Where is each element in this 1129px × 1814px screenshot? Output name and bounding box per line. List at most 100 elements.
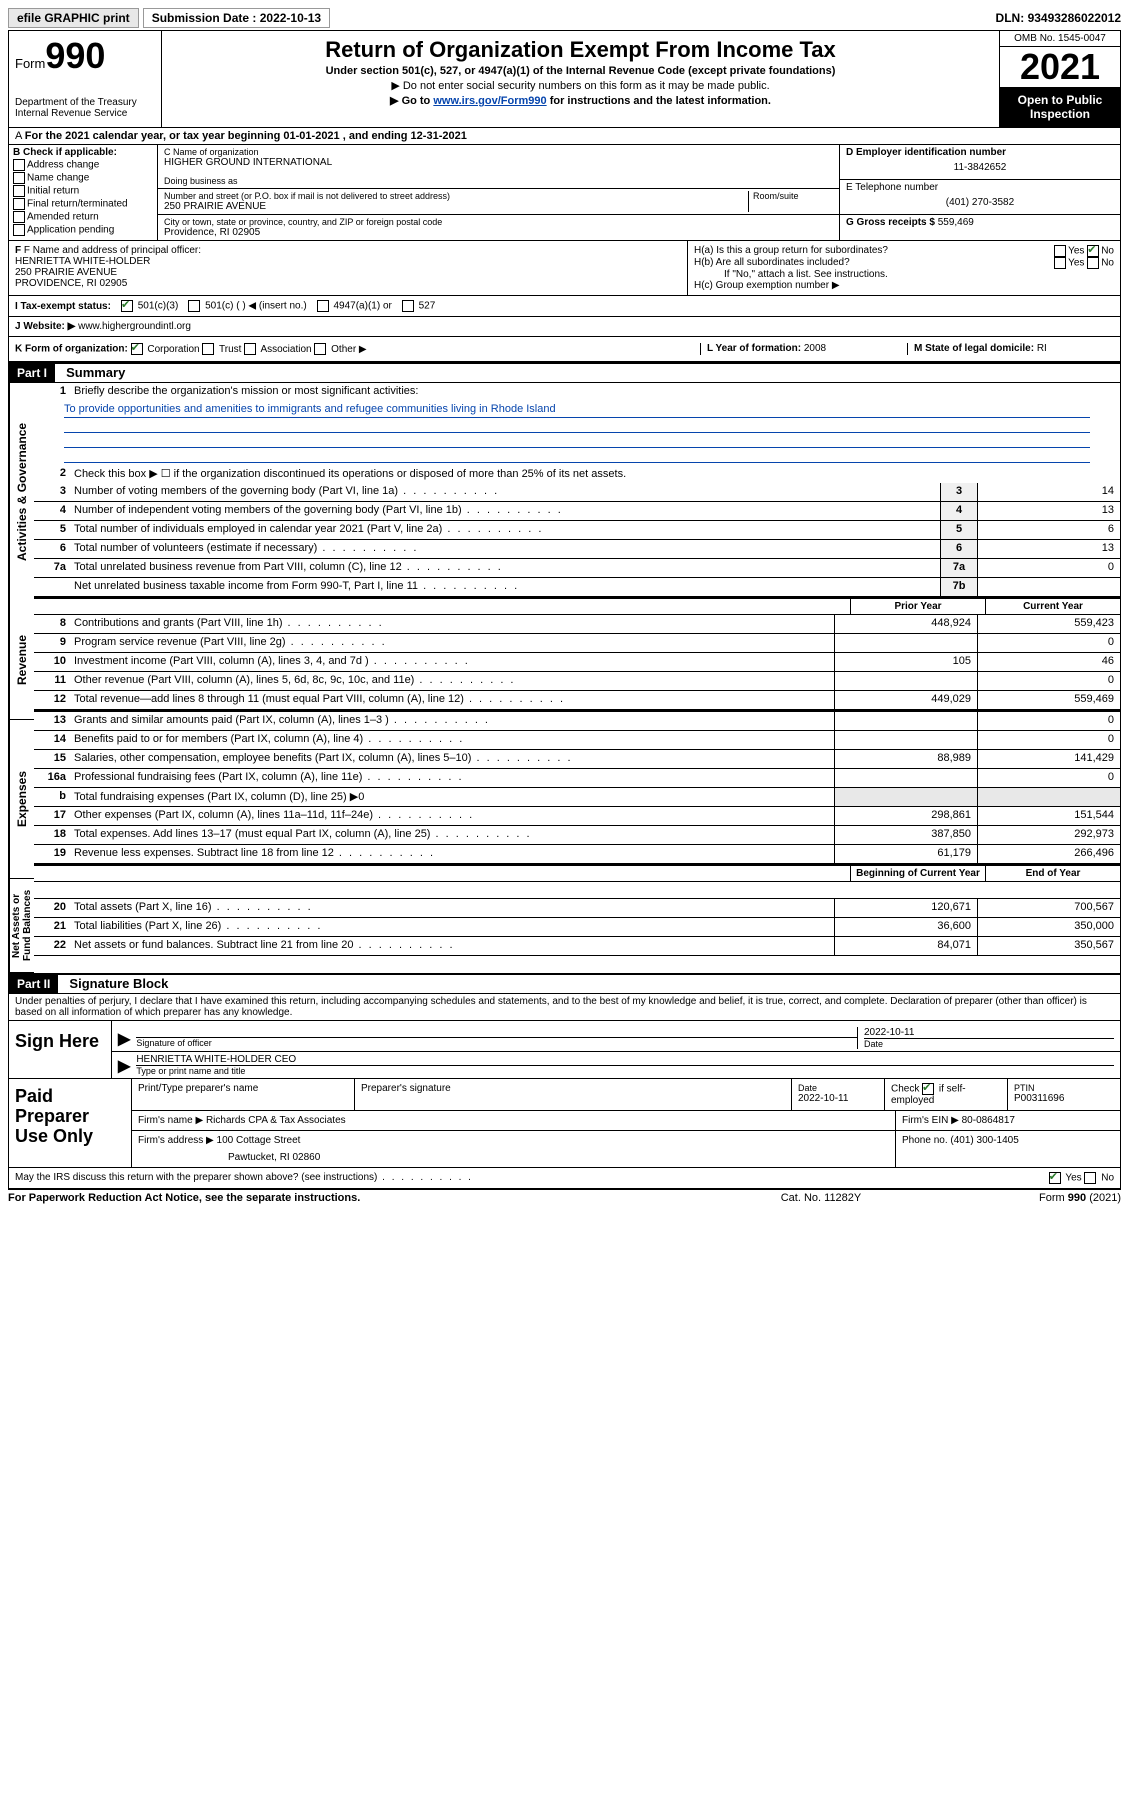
prep-self-emp[interactable]: Check if self-employed xyxy=(885,1079,1008,1110)
chk-amended[interactable]: Amended return xyxy=(13,211,153,223)
city-value: Providence, RI 02905 xyxy=(164,227,833,238)
chk-final-return[interactable]: Final return/terminated xyxy=(13,198,153,210)
form-number: Form990 xyxy=(15,35,155,77)
chk-corp[interactable]: Corporation xyxy=(131,344,200,355)
line-a: A For the 2021 calendar year, or tax yea… xyxy=(9,128,1120,145)
hb-yesno[interactable]: Yes No xyxy=(1054,257,1114,269)
top-toolbar: efile GRAPHIC print Submission Date : 20… xyxy=(8,8,1121,28)
summary-line: 6Total number of volunteers (estimate if… xyxy=(34,540,1120,559)
line-m-label: M State of legal domicile: xyxy=(914,343,1034,354)
chk-assoc[interactable]: Association xyxy=(244,344,311,355)
arrow-icon: ▶ xyxy=(118,1029,130,1049)
form-header: Form990 Department of the Treasury Inter… xyxy=(9,31,1120,128)
line-m-value: RI xyxy=(1037,343,1047,354)
firm-name: Richards CPA & Tax Associates xyxy=(206,1115,346,1126)
summary-line: 3Number of voting members of the governi… xyxy=(34,483,1120,502)
line-klm: K Form of organization: Corporation Trus… xyxy=(9,337,1120,362)
firm-addr2: Pawtucket, RI 02860 xyxy=(138,1146,889,1163)
prep-phone-label: Phone no. xyxy=(902,1135,948,1146)
section-f: F F Name and address of principal office… xyxy=(9,241,688,295)
chk-501c[interactable]: 501(c) ( ) ◀ (insert no.) xyxy=(188,300,306,312)
ptin-label: PTIN xyxy=(1014,1083,1114,1093)
form-container: Form990 Department of the Treasury Inter… xyxy=(8,30,1121,1189)
org-name: HIGHER GROUND INTERNATIONAL xyxy=(164,157,833,168)
org-name-label: C Name of organization xyxy=(164,147,833,157)
form-num: 990 xyxy=(45,35,105,76)
chk-address-change[interactable]: Address change xyxy=(13,159,153,171)
summary-line: 8Contributions and grants (Part VIII, li… xyxy=(34,615,1120,634)
summary-line: 18Total expenses. Add lines 13–17 (must … xyxy=(34,826,1120,845)
footer-mid: Cat. No. 11282Y xyxy=(721,1192,921,1204)
summary-line: 11Other revenue (Part VIII, column (A), … xyxy=(34,672,1120,691)
hc-label: H(c) Group exemption number ▶ xyxy=(694,280,1114,291)
part2-header: Part II xyxy=(9,975,58,993)
sig-officer-label: Signature of officer xyxy=(136,1038,211,1048)
col-prior: Prior Year xyxy=(850,599,985,614)
vtab-expenses: Expenses xyxy=(9,720,34,879)
line-a-text: For the 2021 calendar year, or tax year … xyxy=(25,130,467,142)
firm-ein-label: Firm's EIN ▶ xyxy=(902,1115,959,1126)
omb-number: OMB No. 1545-0047 xyxy=(1000,31,1120,47)
irs-link[interactable]: www.irs.gov/Form990 xyxy=(433,95,546,107)
officer-addr1: 250 PRAIRIE AVENUE xyxy=(15,267,681,278)
summary-line: bTotal fundraising expenses (Part IX, co… xyxy=(34,788,1120,807)
sig-date: 2022-10-11 xyxy=(864,1027,1114,1038)
part1-title: Summary xyxy=(66,365,125,380)
chk-other[interactable]: Other ▶ xyxy=(314,344,366,355)
section-c: C Name of organization HIGHER GROUND INT… xyxy=(158,145,840,240)
section-b: B Check if applicable: Address change Na… xyxy=(9,145,158,240)
line-i: I Tax-exempt status: 501(c)(3) 501(c) ( … xyxy=(9,296,1120,317)
hb-label: H(b) Are all subordinates included? xyxy=(694,257,850,269)
chk-4947[interactable]: 4947(a)(1) or xyxy=(317,300,392,312)
vtab-netassets: Net Assets or Fund Balances xyxy=(9,879,34,973)
chk-application-pending[interactable]: Application pending xyxy=(13,224,153,236)
chk-name-change[interactable]: Name change xyxy=(13,172,153,184)
may-irs-yesno[interactable]: Yes No xyxy=(1049,1172,1114,1184)
firm-name-label: Firm's name ▶ xyxy=(138,1115,203,1126)
chk-initial-return[interactable]: Initial return xyxy=(13,185,153,197)
part1-header: Part I xyxy=(9,364,55,382)
note2-pre: ▶ Go to xyxy=(390,95,433,107)
submission-date: 2022-10-13 xyxy=(260,11,321,25)
open-public: Open to Public Inspection xyxy=(1000,87,1120,127)
dln-field: DLN: 93493286022012 xyxy=(996,11,1121,25)
form-prefix: Form xyxy=(15,56,45,71)
line-l-value: 2008 xyxy=(804,343,826,354)
vtab-governance: Activities & Governance xyxy=(9,383,34,601)
note2-post: for instructions and the latest informat… xyxy=(547,95,771,107)
ptin-value: P00311696 xyxy=(1014,1093,1114,1104)
chk-trust[interactable]: Trust xyxy=(202,344,241,355)
section-deg: D Employer identification number 11-3842… xyxy=(840,145,1120,240)
summary-line: 21Total liabilities (Part X, line 26)36,… xyxy=(34,918,1120,937)
efile-button[interactable]: efile GRAPHIC print xyxy=(8,8,139,28)
officer-addr2: PROVIDENCE, RI 02905 xyxy=(15,278,681,289)
line-l-label: L Year of formation: xyxy=(707,343,801,354)
chk-527[interactable]: 527 xyxy=(402,300,435,312)
submission-label: Submission Date : xyxy=(152,11,257,25)
arrow-icon: ▶ xyxy=(118,1056,130,1076)
line2-desc: Check this box ▶ ☐ if the organization d… xyxy=(70,465,1120,483)
phone-label: E Telephone number xyxy=(846,182,1114,193)
line-j: J Website: ▶ www.highergroundintl.org xyxy=(9,317,1120,337)
firm-addr1: 100 Cottage Street xyxy=(217,1135,301,1146)
firm-addr-label: Firm's address ▶ xyxy=(138,1135,214,1146)
summary-line: 9Program service revenue (Part VIII, lin… xyxy=(34,634,1120,653)
submission-date-field: Submission Date : 2022-10-13 xyxy=(143,8,330,28)
summary-line: 7aTotal unrelated business revenue from … xyxy=(34,559,1120,578)
room-label: Room/suite xyxy=(753,191,833,201)
col-end: End of Year xyxy=(985,866,1120,881)
section-h: H(a) Is this a group return for subordin… xyxy=(688,241,1120,295)
mission-text: To provide opportunities and amenities t… xyxy=(64,403,1090,418)
signature-block: Under penalties of perjury, I declare th… xyxy=(9,994,1120,1188)
line-j-label: J Website: ▶ xyxy=(15,321,75,332)
part2-title: Signature Block xyxy=(69,976,168,991)
declaration-text: Under penalties of perjury, I declare th… xyxy=(9,994,1120,1021)
summary-content: 1 Briefly describe the organization's mi… xyxy=(34,383,1120,973)
ha-yesno[interactable]: Yes No xyxy=(1054,245,1114,257)
header-right: OMB No. 1545-0047 2021 Open to Public In… xyxy=(999,31,1120,127)
footer-right: Form 990 (2021) xyxy=(921,1192,1121,1204)
chk-501c3[interactable]: 501(c)(3) xyxy=(121,300,178,312)
officer-printed-name: HENRIETTA WHITE-HOLDER CEO xyxy=(136,1054,1114,1065)
footer: For Paperwork Reduction Act Notice, see … xyxy=(8,1189,1121,1206)
part1-body: Activities & Governance Revenue Expenses… xyxy=(9,383,1120,973)
